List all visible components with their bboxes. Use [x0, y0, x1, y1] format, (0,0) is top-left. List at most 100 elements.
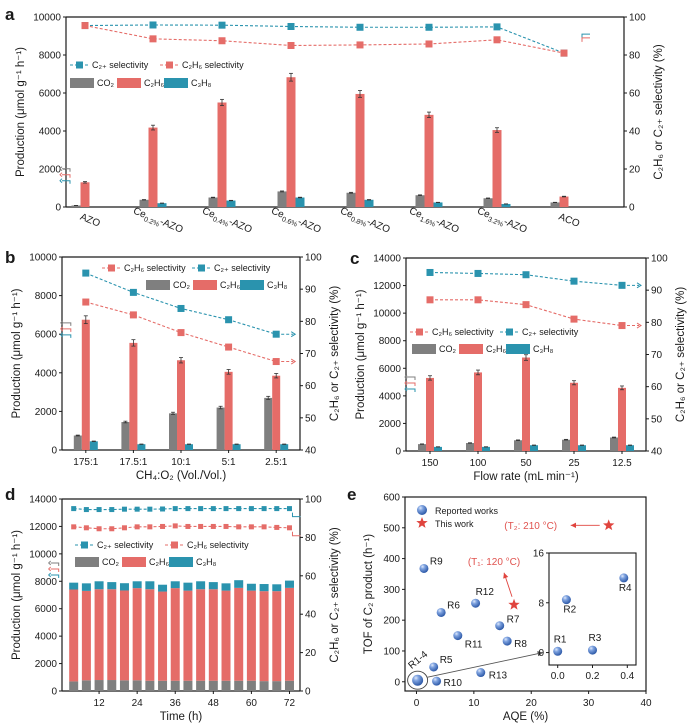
c3h8-bar	[94, 581, 104, 590]
x-tick-sub: 1.6%	[419, 216, 436, 228]
y2-tick-label: 60	[651, 382, 663, 393]
c2plus-point	[248, 506, 254, 512]
x-tick-main: Ce	[269, 206, 285, 221]
y-tick-label: 0	[55, 203, 61, 214]
c3h8-bar	[226, 200, 236, 207]
co2-bar	[139, 199, 149, 207]
legend-label: C₂H₆ selectivity	[432, 327, 494, 337]
plot-frame	[404, 496, 647, 692]
legend-label: C₂H₆ selectivity	[182, 60, 244, 70]
c2h6-bar	[145, 589, 155, 681]
arrowhead-icon	[59, 178, 63, 184]
point-label: R6	[447, 600, 460, 611]
arrowhead-icon	[60, 332, 64, 338]
x-tick-label: 24	[132, 698, 144, 709]
c2plus-point	[218, 21, 226, 29]
c3h8-bar	[530, 445, 538, 451]
c2h6-bar	[355, 93, 365, 207]
c2h6-bar	[158, 591, 168, 681]
legend-bar-swatch	[193, 280, 217, 290]
co2-bar	[71, 205, 81, 207]
y2-tick-label: 0	[305, 687, 311, 698]
arrowhead-icon	[404, 380, 408, 386]
c2h6-point	[109, 526, 115, 532]
y-tick-label: 500	[383, 523, 400, 534]
y2-tick-label: 20	[629, 165, 641, 176]
c2h6-point	[198, 523, 204, 529]
reported-work-point	[495, 621, 505, 631]
legend-bar-swatch	[146, 280, 170, 290]
c2plus-point	[177, 304, 185, 312]
x-tick-label: 30	[583, 698, 595, 709]
x-tick-label: 10	[468, 698, 480, 709]
y2-tick-label: 50	[651, 414, 663, 425]
panel-letter: a	[5, 5, 15, 24]
co2-bar	[145, 680, 155, 691]
x-tick-label: AZO	[78, 212, 101, 230]
point-label: R3	[589, 633, 602, 644]
c2h6-point	[177, 329, 185, 337]
panel-letter: b	[5, 248, 15, 267]
panel-letter: c	[350, 249, 359, 268]
right-axis-arrow-icon	[291, 512, 301, 518]
co2-bar	[246, 680, 256, 691]
x-axis-title: Time (h)	[160, 711, 203, 723]
c2plus-point	[274, 506, 280, 512]
c2h6-point	[261, 524, 267, 530]
c2h6-point	[248, 524, 254, 530]
legend-label: CO₂	[97, 78, 115, 88]
point-label: R9	[430, 556, 443, 567]
x-tick-main: AZO	[78, 212, 101, 230]
co2-bar	[550, 202, 560, 207]
y2-axis-title: C₂H₆ or C₂₊ selectivity (%)	[653, 44, 665, 179]
left-axis-arrow-icon	[62, 180, 71, 184]
y-tick-label: 2000	[35, 407, 58, 418]
panel-d: d 0 2000 4000 6000 8000 10000 12000 14000 0 20 40 60…	[5, 485, 341, 723]
c3h8-bar	[196, 581, 206, 590]
legend: C₂₊ selectivity C₂H₆ selectivity CO₂ C₂H₆ C₃…	[75, 540, 249, 567]
point-label: R2	[563, 605, 576, 616]
c2h6-bar	[170, 588, 180, 681]
arrowhead-icon	[47, 566, 52, 572]
legend-bar-swatch	[169, 557, 193, 567]
y2-tick-label: 70	[305, 349, 317, 360]
c3h8-bar	[208, 582, 218, 590]
c3h8-bar	[433, 202, 443, 207]
y2-tick-label: 40	[305, 610, 317, 621]
c2h6-point	[356, 41, 364, 49]
left-axis-arrow-icon	[50, 562, 60, 566]
c2h6-point	[160, 523, 166, 529]
c2h6-bar	[80, 182, 90, 207]
co2-bar	[183, 680, 193, 691]
c3h8-bar	[119, 583, 129, 591]
y-tick-label: 6000	[35, 604, 58, 615]
co2-bar	[415, 195, 425, 207]
c2h6-point	[210, 523, 216, 529]
c2h6-point	[425, 40, 433, 48]
panel-c: c 0 2000 4000 6000 8000 10000 12000 14000 40 50 60 7…	[350, 249, 687, 483]
x-tick-label: Ce0.8%-AZO	[338, 206, 392, 238]
c2plus-point	[129, 288, 137, 296]
x-tick-sub: 0.4%	[212, 216, 229, 228]
c2h6-bar	[286, 77, 296, 207]
c2h6-bar	[177, 360, 185, 450]
x-tick-label: 12	[94, 698, 106, 709]
c2h6-point	[474, 296, 482, 304]
left-axis-arrow-icon	[62, 334, 72, 338]
y2-tick-label: 80	[305, 533, 317, 544]
c2plus-point	[160, 506, 166, 512]
legend-label: C₃H₈	[191, 78, 212, 88]
point-label: R4	[619, 583, 632, 594]
x-tick-label: 5:1	[222, 457, 236, 468]
legend-marker	[171, 541, 178, 549]
right-axis-arrow-icon	[581, 33, 590, 39]
c3h8-bar	[132, 581, 142, 589]
legend-label: C₂₊ selectivity	[214, 263, 271, 273]
y-tick-label: 6000	[379, 364, 402, 375]
co2-bar	[562, 439, 570, 451]
c3h8-bar	[364, 199, 374, 207]
c2h6-selectivity-line	[84, 25, 565, 54]
c2h6-bar	[234, 587, 244, 681]
